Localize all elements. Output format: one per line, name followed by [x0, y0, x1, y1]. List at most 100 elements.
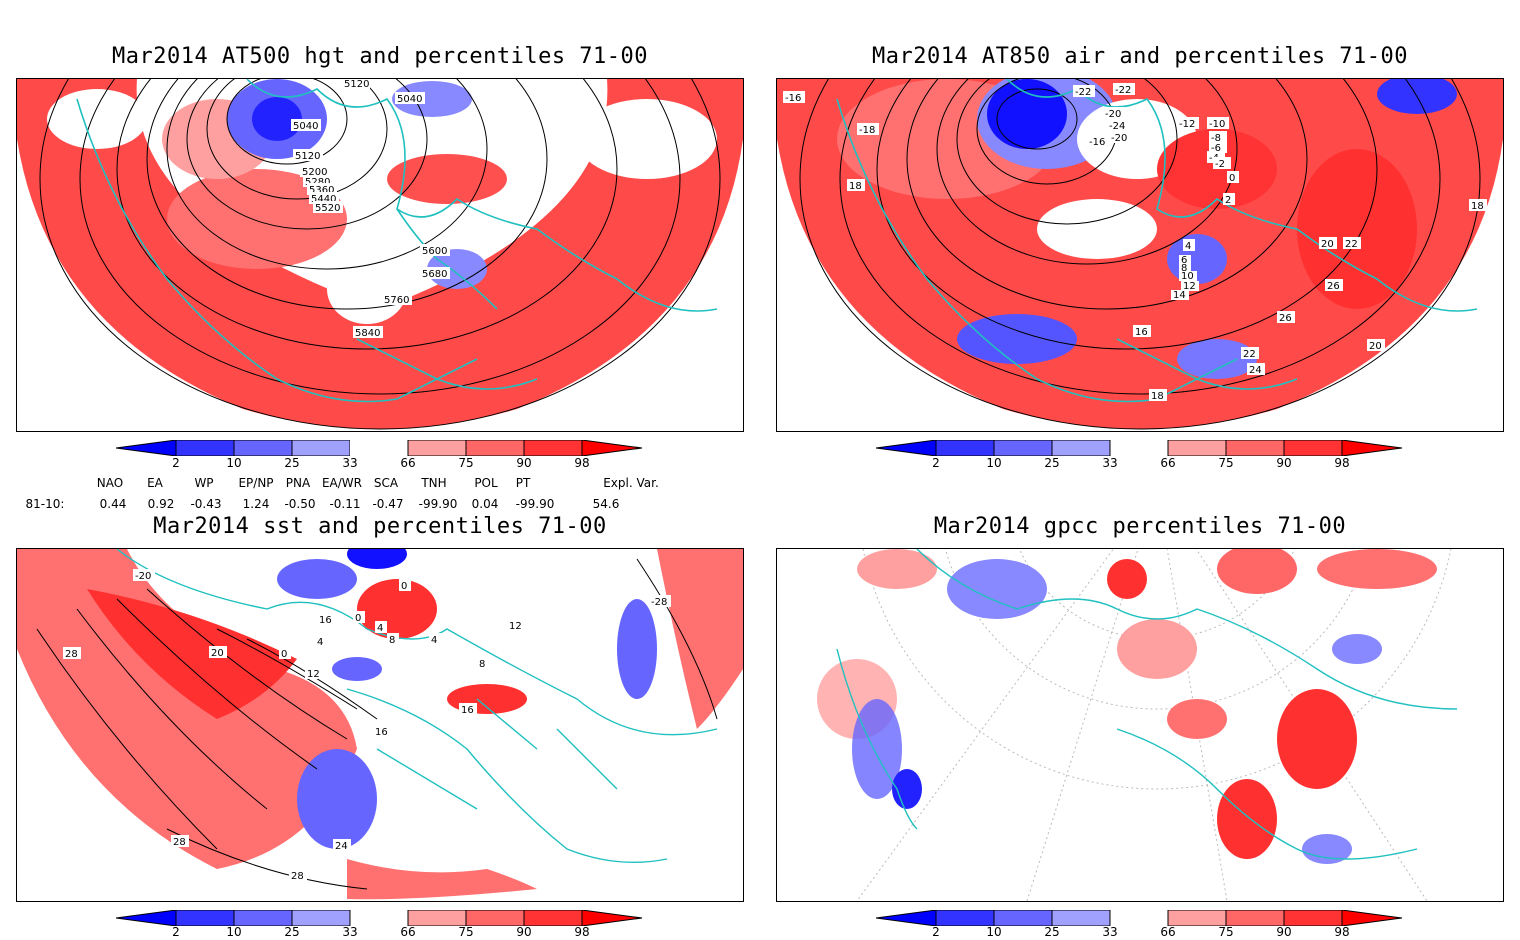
clabel-sst-8: 28 [291, 871, 304, 882]
cb-label: 25 [284, 456, 300, 470]
cb-label: 10 [226, 925, 242, 939]
cb-label: 98 [1334, 925, 1350, 939]
clabel-sst-15: 4 [431, 635, 437, 646]
idx-header: NAO [96, 476, 124, 490]
idx-value: -0.47 [372, 497, 404, 511]
cb-label: 2 [932, 925, 940, 939]
clabel-hgt-5: 5280 [305, 177, 330, 188]
idx-header: SCA [373, 476, 399, 490]
idx-value: -99.90 [418, 497, 458, 511]
cb-label: 90 [1276, 456, 1292, 470]
cb-label: 66 [1160, 456, 1176, 470]
clabel-air-11: -2 [1215, 159, 1225, 170]
colorbar-bottom-right: 2 10 25 33 66 75 90 98 [875, 909, 1404, 940]
cb-label: 33 [342, 925, 358, 939]
map-gpcc[interactable] [776, 548, 1504, 902]
idx-value: 54.6 [592, 497, 620, 511]
idx-row-label: 81-10: [25, 497, 65, 511]
clabel-air-21: 18 [849, 181, 862, 192]
clabel-air-20: 16 [1135, 327, 1148, 338]
clabel-sst-7: 24 [335, 841, 348, 852]
cb-label: 33 [1102, 456, 1118, 470]
clabel-air-24: 22 [1243, 349, 1256, 360]
clabel-sst-19: 16 [319, 615, 332, 626]
clabel-air-12: 0 [1229, 173, 1235, 184]
clabel-sst-3: 0 [281, 649, 287, 660]
cb-label: 10 [226, 456, 242, 470]
cb-label: 75 [458, 456, 474, 470]
idx-header: Expl. Var. [603, 476, 659, 490]
clabel-hgt-6: 5360 [309, 185, 334, 196]
map-hgt500[interactable]: 5120 5040 5040 5120 5200 5280 5360 5440 … [16, 78, 744, 432]
clabel-sst-6: 16 [375, 727, 388, 738]
map-air850[interactable]: -16 -18 -22 -22 -24 -20 -12 -10 -8 -6 -4… [776, 78, 1504, 432]
clabel-air-1: -18 [859, 125, 875, 136]
clabel-sst-18: 12 [509, 621, 522, 632]
clabel-sst-9: 28 [173, 837, 186, 848]
clabel-air-9: -6 [1211, 143, 1221, 154]
clabel-air-13: 2 [1225, 195, 1231, 206]
panel-title-hgt500: Mar2014 AT500 hgt and percentiles 71-00 [111, 44, 649, 69]
idx-header: EA/WR [321, 476, 363, 490]
cb-label: 10 [986, 925, 1002, 939]
idx-value: -0.43 [190, 497, 222, 511]
cb-label: 98 [574, 456, 590, 470]
clabel-air-19: 14 [1173, 290, 1186, 301]
clabel-air-8: -8 [1211, 133, 1221, 144]
panel-title-gpcc: Mar2014 gpcc percentiles 71-00 [933, 514, 1347, 539]
colorbar-top-right-svg [875, 439, 1403, 457]
cb-label: 25 [1044, 925, 1060, 939]
cb-label: 98 [574, 925, 590, 939]
indices-header-row: NAO EA WP EP/NP PNA EA/WR SCA TNH POL PT… [0, 476, 700, 492]
cb-label: 66 [1160, 925, 1176, 939]
clabel-hgt-4: 5200 [302, 167, 327, 178]
indices-value-row: 81-10: 0.44 0.92 -0.43 1.24 -0.50 -0.11 … [0, 497, 700, 513]
clabel-air-7: -10 [1209, 119, 1225, 130]
clabel-air-0: -16 [785, 93, 801, 104]
cb-label: 75 [1218, 456, 1234, 470]
cb-label: 90 [1276, 925, 1292, 939]
clabel-air-23: 20 [1321, 239, 1334, 250]
clabel-air-31: 22 [1345, 239, 1358, 250]
clabel-air-18: 12 [1183, 281, 1196, 292]
clabel-air-17: 10 [1181, 271, 1194, 282]
clabel-air-3: -22 [1115, 85, 1131, 96]
idx-value: 0.44 [99, 497, 127, 511]
clabel-hgt-7: 5440 [311, 194, 336, 205]
map-sst-svg: -20 28 20 0 4 12 16 24 28 28 -28 0 0 4 8… [17, 549, 743, 900]
clabel-sst-2: 20 [211, 648, 224, 659]
map-sst[interactable]: -20 28 20 0 4 12 16 24 28 28 -28 0 0 4 8… [16, 548, 744, 902]
colorbar-bottom-left-svg [115, 909, 643, 927]
clabel-air-30: 20 [1369, 341, 1382, 352]
clabel-air-15: 6 [1181, 255, 1187, 266]
cb-label: 33 [342, 456, 358, 470]
cb-label: 75 [1218, 925, 1234, 939]
clabel-air-6: -12 [1179, 119, 1195, 130]
idx-header: POL [474, 476, 498, 490]
cb-label: 25 [284, 925, 300, 939]
clabel-air-28: -20 [1105, 109, 1121, 120]
clabel-hgt-2: 5040 [293, 121, 318, 132]
cb-label: 66 [400, 925, 416, 939]
colorbar-bottom-left: 2 10 25 33 66 75 90 98 [115, 909, 644, 940]
cb-label: 2 [932, 456, 940, 470]
idx-value: 0.04 [471, 497, 499, 511]
idx-header: PNA [285, 476, 311, 490]
colorbar-bottom-right-svg [875, 909, 1403, 927]
panel-title-air850: Mar2014 AT850 air and percentiles 71-00 [871, 44, 1409, 69]
idx-value: 1.24 [242, 497, 270, 511]
cb-label: 90 [516, 925, 532, 939]
colorbar-top-left: 2 10 25 33 66 75 90 98 [115, 439, 644, 476]
idx-header: EP/NP [238, 476, 274, 490]
colorbar-top-left-svg [115, 439, 643, 457]
clabel-air-2: -22 [1075, 87, 1091, 98]
clabel-sst-16: 16 [461, 705, 474, 716]
idx-value: -0.11 [329, 497, 361, 511]
map-hgt500-svg: 5120 5040 5040 5120 5200 5280 5360 5440 … [17, 79, 743, 430]
clabel-air-27: -16 [1089, 137, 1105, 148]
clabel-hgt-8: 5520 [315, 203, 340, 214]
idx-value: 0.92 [147, 497, 175, 511]
colorbar-top-right: 2 10 25 33 66 75 90 98 [875, 439, 1404, 476]
clabel-sst-10: -28 [651, 597, 667, 608]
clabel-air-26: 26 [1327, 281, 1340, 292]
